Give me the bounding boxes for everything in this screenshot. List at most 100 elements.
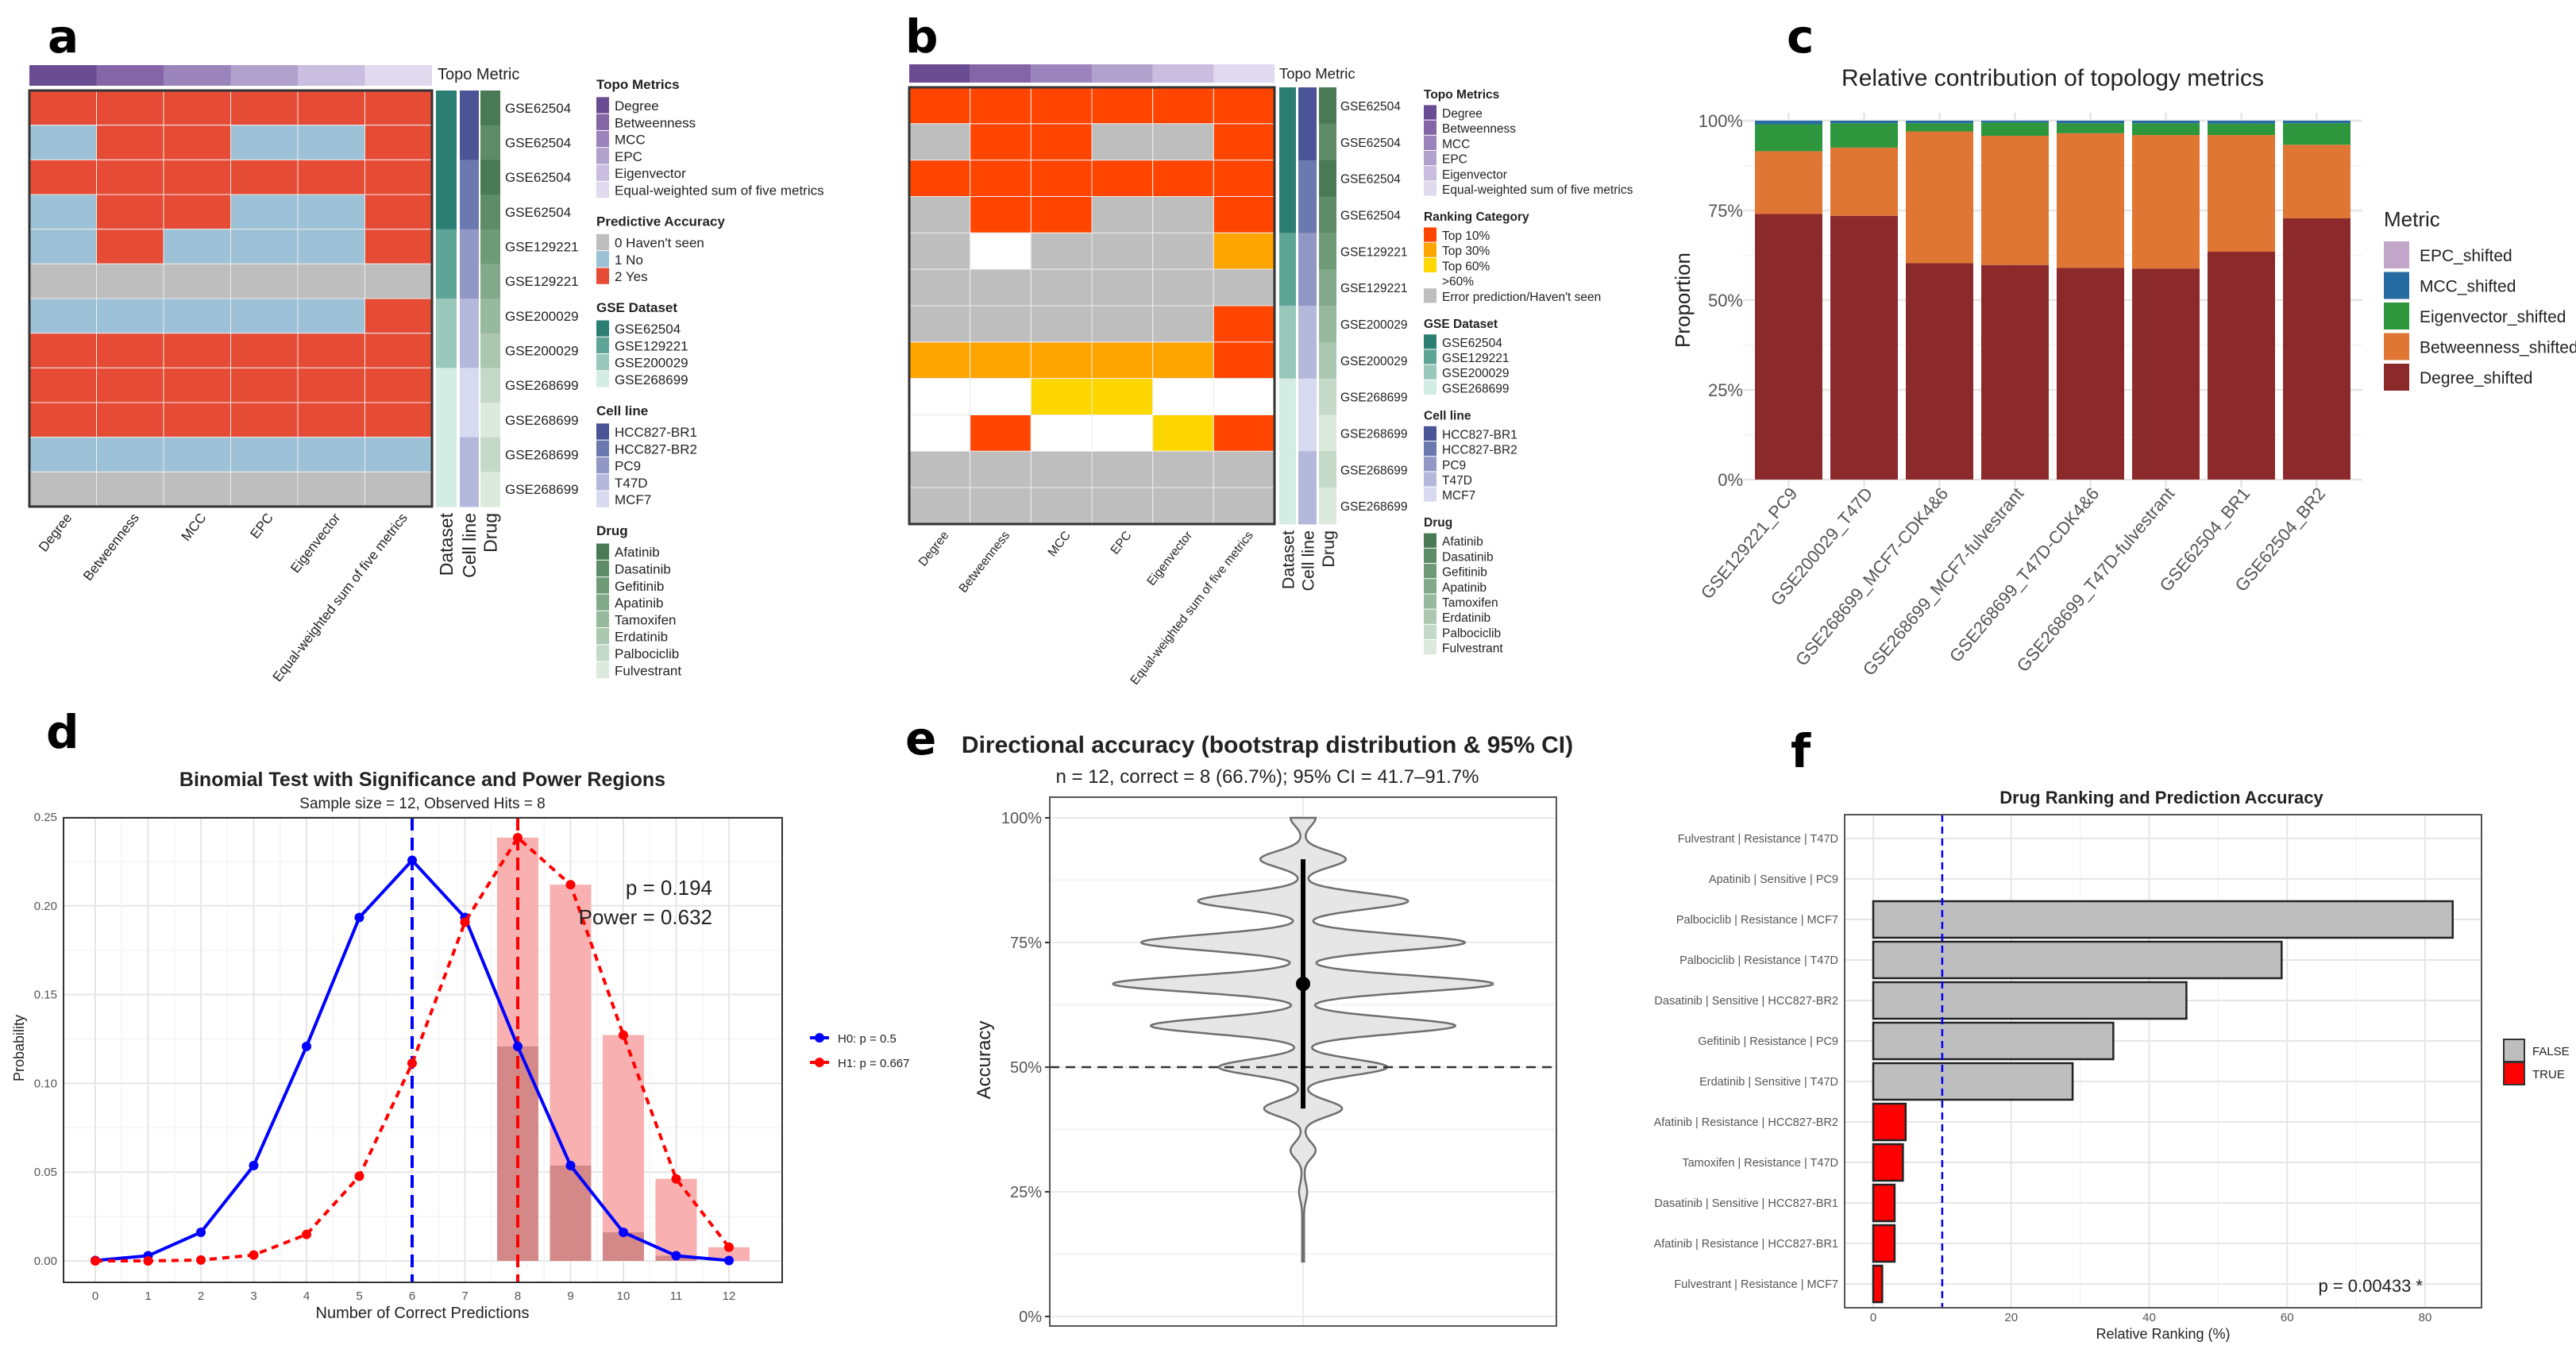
legend-swatch [1424,457,1436,472]
topo-metric-annotation-label: Topo Metric [438,66,519,83]
row-annotation-cell [1279,269,1296,306]
legend-title: Topo Metrics [596,77,680,92]
chart-title: Directional accuracy (bootstrap distribu… [962,732,1573,758]
heatmap-cell [96,367,164,403]
row-annotation-cell [1298,196,1317,233]
row-annotation-cell [1319,378,1336,415]
bar-segment-eigenvector-shifted [2208,123,2275,136]
bar-segment-degree-shifted [1906,263,1973,480]
heatmap-cell [230,437,299,472]
bar-segment-degree-shifted [2057,268,2124,480]
row-annotation-cell [1279,160,1296,197]
heatmap-cell [364,471,433,507]
heatmap-cell [970,268,1032,306]
heatmap-cell [29,402,97,438]
heatmap-cell [163,367,231,403]
legend-item-label: GSE129221 [615,338,688,353]
legend-item-label: Betweenness_shifted [2420,339,2576,357]
panel-label-f: f [1791,724,1811,778]
heatmap-cell [1213,487,1275,525]
heatmap-cell [96,263,164,299]
y-tick-label: 0.15 [34,989,57,1002]
series-point-h1 [724,1242,734,1252]
heatmap-cell [297,471,365,507]
heatmap-cell [230,471,299,507]
legend-item-label: Degree_shifted [2420,369,2532,387]
legend-swatch [596,354,609,371]
row-annotation-cell [436,160,457,195]
heatmap-cell [1091,305,1154,343]
legend-item-label: GSE62504 [1442,337,1502,350]
heatmap-cell [970,123,1032,161]
x-tick-label: 5 [356,1289,362,1303]
heatmap-cell [364,333,433,368]
binomial-chart: Binomial Test with Significance and Powe… [11,769,909,1322]
heatmap-cell [29,437,97,472]
row-label: GSE268699 [1340,427,1407,441]
series-point-h0 [249,1160,259,1170]
heatmap-cell [163,229,231,264]
row-annotation-cell [460,368,479,403]
heatmap-cell [1030,341,1093,380]
heatmap-cell [1152,232,1214,270]
bar-segment-degree-shifted [2283,218,2350,480]
heatmap-cell [1091,268,1154,306]
heatmap-cell [297,159,365,195]
legend-swatch [596,628,609,645]
heatmap-cell [364,367,433,403]
power-region-bar [603,1035,644,1261]
row-annotation-cell [436,437,457,472]
heatmap-cell [1091,87,1154,125]
legend-swatch [1424,564,1436,579]
heatmap-cell [908,232,971,270]
bar-segment-betweenness-shifted [1981,135,2049,265]
series-point-h1 [671,1174,681,1184]
bar-segment-betweenness-shifted [2283,145,2350,218]
legend-swatch [1424,166,1436,181]
legend-swatch [1424,640,1436,655]
heatmap-cell [96,229,164,264]
heatmap-cell [96,194,164,230]
row-annotation-cell [1319,341,1336,380]
heatmap-cell [163,298,231,334]
heatmap-cell [1213,378,1275,415]
legend-swatch [1424,364,1436,380]
row-annotation-cell [1319,488,1336,525]
legend-swatch [1424,533,1436,548]
heatmap-cell [1213,450,1275,488]
heatmap-cell [1213,87,1275,125]
heatmap-cell [96,471,164,507]
row-annotation-cell [460,229,479,264]
ranking-bar [1872,1183,1896,1223]
heatmap-cell [1091,378,1154,415]
y-tick-label: Fulvestrant | Resistance | MCF7 [1674,1278,1838,1291]
legend-item-label: H0: p = 0.5 [838,1032,897,1046]
heatmap-cell [29,471,97,507]
heatmap-cell [1091,232,1154,270]
row-annotation-cell [1279,196,1296,233]
topo-metric-annotation-cell [1092,64,1153,83]
heatmap-cell [1030,450,1093,488]
bar-segment-mcc-shifted [2057,121,2124,124]
heatmap-cell [1030,378,1093,415]
topo-metric-annotation-cell [230,65,298,86]
row-annotation-cell [480,472,500,507]
heatmap-border [28,89,434,508]
heatmap-cell [297,229,365,264]
annotation-column-label: Drug [1319,530,1338,568]
heatmap-cell [297,90,365,126]
legend-item-label: EPC [1442,153,1467,167]
heatmap-cell [96,90,164,126]
legend-title: GSE Dataset [596,300,677,315]
legend-item-label: MCC [615,133,646,148]
bar-segment-mcc-shifted [1830,121,1898,124]
legend-item-label: Erdatinib [1442,611,1490,625]
annotation-column-label: Cell line [1299,530,1318,591]
legend-item-label: PC9 [1442,459,1466,472]
row-label: GSE200029 [1340,355,1407,368]
heatmap-cell [364,437,433,472]
legend-item-label: Top 10% [1442,229,1490,243]
legend-swatch [596,233,609,251]
legend-swatch [596,560,609,577]
